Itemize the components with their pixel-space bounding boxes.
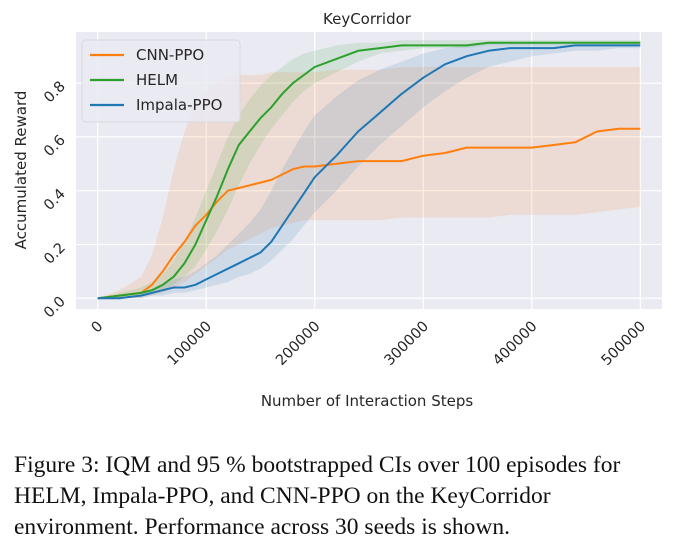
y-tick-label: 0.4 <box>41 186 69 214</box>
legend-label-helm: HELM <box>136 71 178 89</box>
y-tick-label: 0.8 <box>41 79 69 107</box>
y-tick-label: 0.2 <box>41 240 69 268</box>
y-tick-label: 0.6 <box>41 132 69 160</box>
x-tick-label: 500000 <box>599 319 649 369</box>
helm-line <box>97 41 641 300</box>
chart-title: KeyCorridor <box>323 10 412 28</box>
impala-ppo-ci-band <box>97 42 641 299</box>
legend-label-cnn-ppo: CNN-PPO <box>136 46 204 64</box>
legend: CNN-PPO HELM Impala-PPO <box>81 39 241 123</box>
y-axis-title: Accumulated Reward <box>12 91 30 250</box>
x-axis-title: Number of Interaction Steps <box>261 392 474 410</box>
y-tick-label: 0.0 <box>41 294 69 322</box>
x-tick-label: 300000 <box>382 319 432 369</box>
x-tick-label: 400000 <box>490 319 540 369</box>
x-tick-label: 200000 <box>273 319 323 369</box>
chart: 0 100000 200000 300000 400000 500000 0.00.20.… <box>12 10 662 410</box>
x-tick-label: 0 <box>89 319 107 337</box>
impala-ppo-line <box>97 44 641 300</box>
cnn-ppo-line <box>97 127 641 300</box>
x-tick-label: 100000 <box>165 319 215 369</box>
figure-caption: Figure 3: IQM and 95 % bootstrapped CIs … <box>14 452 621 540</box>
x-tick-labels: 0 100000 200000 300000 400000 500000 <box>89 319 649 369</box>
series-lines <box>97 41 641 300</box>
grid-lines <box>76 32 662 309</box>
y-tick-labels: 0.0 0.2 0.4 0.6 0.8 <box>41 79 69 322</box>
legend-box <box>81 39 241 123</box>
legend-label-impala-ppo: Impala-PPO <box>136 96 222 114</box>
cnn-ppo-ci-band <box>97 67 641 299</box>
confidence-bands <box>97 40 641 299</box>
